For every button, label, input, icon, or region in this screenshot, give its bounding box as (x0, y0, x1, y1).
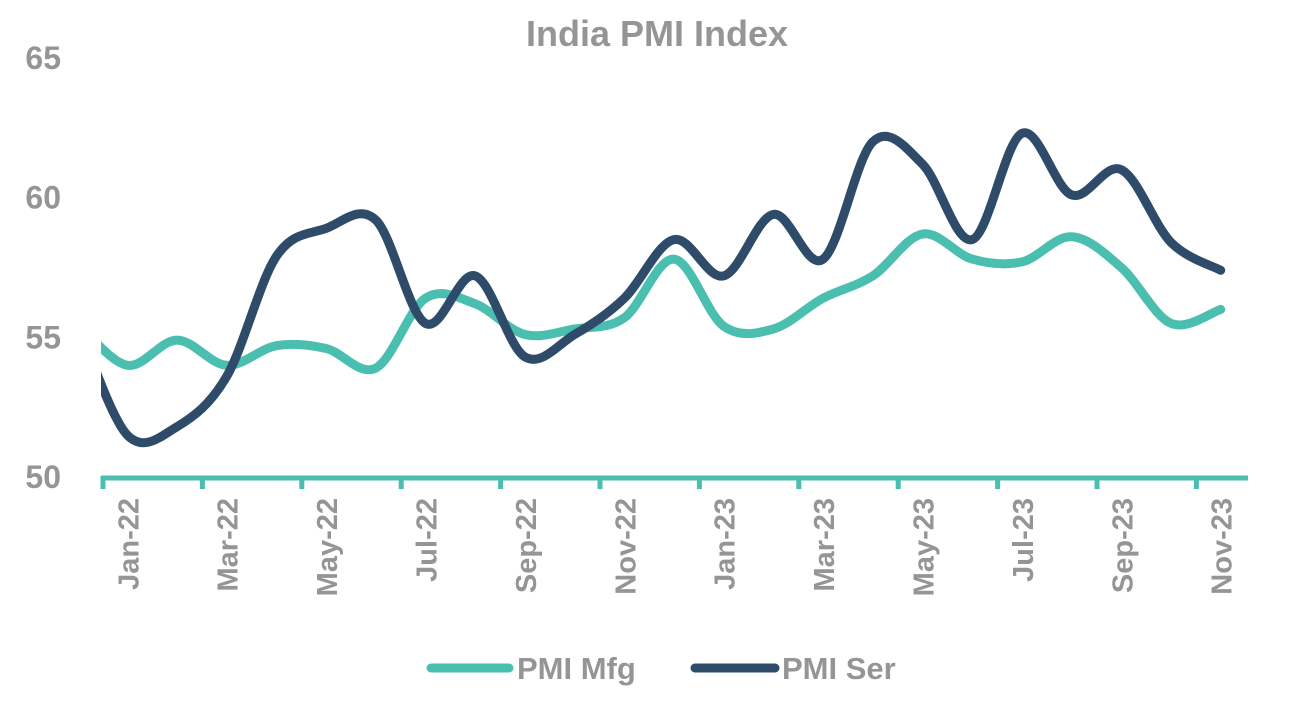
x-axis-tick-labels: Jan-22 Mar-22 May-22 Jul-22 Sep-22 Nov-22 Jan-… (113, 498, 1238, 596)
y-tick-label: 65 (25, 40, 61, 76)
y-tick-label: 55 (25, 319, 61, 355)
series-layer (101, 128, 1226, 448)
x-tick-label: May-23 (909, 498, 941, 596)
y-tick-label: 60 (25, 180, 61, 216)
x-tick-label: Sep-23 (1107, 498, 1139, 593)
x-tick-label: Jan-23 (710, 498, 742, 590)
x-tick-label: Nov-23 (1207, 498, 1239, 595)
series-line-pmi-mfg (101, 229, 1226, 375)
x-tick-label: May-22 (312, 498, 344, 596)
x-tick-label: Mar-22 (213, 498, 245, 592)
x-tick-label: Mar-23 (809, 498, 841, 592)
legend-label-pmi-mfg: PMI Mfg (517, 651, 636, 686)
y-tick-label: 50 (25, 459, 61, 495)
legend: PMI Mfg PMI Ser (426, 651, 896, 686)
series-line-pmi-ser (101, 128, 1226, 448)
x-tick-label: Jul-23 (1008, 498, 1040, 582)
x-tick-label: Jul-22 (412, 498, 444, 582)
x-tick-label: Sep-22 (511, 498, 543, 593)
x-tick-label: Nov-22 (610, 498, 642, 595)
x-tick-label: Jan-22 (113, 498, 145, 590)
y-axis-ticks: 50 55 60 65 (25, 40, 61, 495)
legend-label-pmi-ser: PMI Ser (782, 651, 896, 686)
x-axis (100, 475, 1248, 489)
chart-title: India PMI Index (526, 13, 788, 54)
